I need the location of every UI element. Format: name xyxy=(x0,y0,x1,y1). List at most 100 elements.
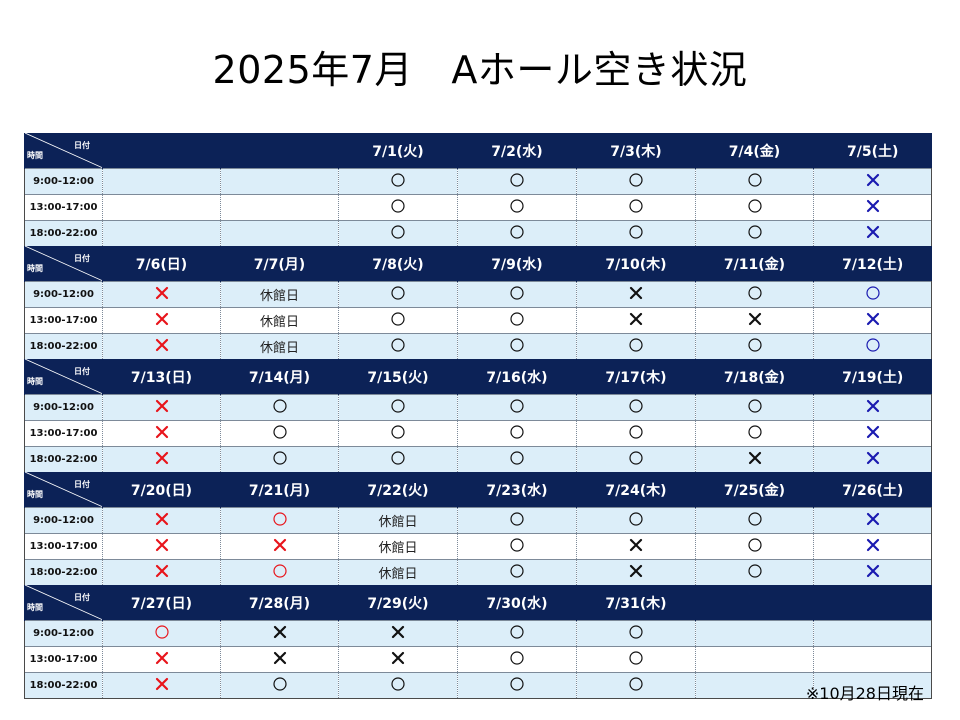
availability-cell: 休館日 xyxy=(338,559,458,585)
availability-cell xyxy=(695,420,814,447)
availability-cell xyxy=(102,220,221,246)
availability-cell xyxy=(102,646,221,673)
availability-cell xyxy=(102,168,221,195)
availability-cell xyxy=(813,333,932,359)
week-header-row: 日付 時間 7/1(火) 7/2(水) 7/3(木) 7/4(金) 7/5(土) xyxy=(24,133,932,169)
unavailable-red-cross-icon xyxy=(155,677,168,690)
unavailable-red-cross-icon xyxy=(155,512,168,525)
unavailable-blue-cross-icon xyxy=(866,564,879,577)
date-header-cell: 7/30(水) xyxy=(457,585,577,621)
date-axis-label: 日付 xyxy=(74,593,90,602)
availability-cell xyxy=(695,507,814,534)
availability-cell xyxy=(457,646,577,673)
availability-cell xyxy=(220,446,339,472)
availability-cell xyxy=(695,194,814,221)
availability-cell xyxy=(813,194,932,221)
availability-cell xyxy=(338,168,458,195)
available-circle-icon xyxy=(510,311,524,326)
available-circle-icon xyxy=(391,285,405,300)
as-of-note: ※10月28日現在 xyxy=(805,684,924,703)
unavailable-black-cross-icon xyxy=(391,625,405,638)
corner-header-cell: 日付 時間 xyxy=(24,246,103,282)
date-axis-label: 日付 xyxy=(74,367,90,376)
date-header-cell: 7/1(火) xyxy=(338,133,458,169)
timeslot-label: 13:00-17:00 xyxy=(24,646,103,673)
available-circle-icon xyxy=(272,450,287,465)
unavailable-blue-cross-icon xyxy=(866,425,879,438)
availability-cell xyxy=(813,646,932,673)
date-header-cell: 7/9(水) xyxy=(457,246,577,282)
date-header-cell: 7/3(木) xyxy=(576,133,696,169)
availability-cell xyxy=(813,307,932,334)
available-circle-icon xyxy=(391,337,405,352)
availability-cell xyxy=(220,620,339,647)
availability-cell xyxy=(813,394,932,421)
available-circle-icon xyxy=(510,424,524,439)
availability-cell xyxy=(338,620,458,647)
availability-cell xyxy=(695,307,814,334)
date-header-cell: 7/19(土) xyxy=(813,359,932,395)
available-circle-icon xyxy=(747,511,762,526)
available-circle-icon xyxy=(391,311,405,326)
availability-cell xyxy=(457,446,577,472)
closed-day-label: 休館日 xyxy=(259,289,299,304)
date-header-cell: 7/15(火) xyxy=(338,359,458,395)
corner-header-cell: 日付時間 xyxy=(24,585,103,621)
availability-cell xyxy=(576,420,696,447)
available-circle-icon xyxy=(510,337,524,352)
availability-cell xyxy=(813,533,932,560)
timeslot-row: 9:00-12:00 休館日 xyxy=(24,281,932,308)
unavailable-red-cross-icon xyxy=(155,451,168,464)
unavailable-blue-cross-icon xyxy=(866,199,879,212)
corner-header-cell: 日付 時間 xyxy=(24,472,103,508)
available-circle-icon xyxy=(629,198,643,213)
availability-cell xyxy=(102,620,221,647)
available-circle-icon xyxy=(629,337,643,352)
availability-cell xyxy=(338,446,458,472)
available-circle-icon xyxy=(629,172,643,187)
available-circle-icon xyxy=(391,450,405,465)
availability-cell xyxy=(220,420,339,447)
time-axis-label: 時間 xyxy=(27,603,43,612)
availability-cell: 休館日 xyxy=(338,533,458,560)
timeslot-row: 13:00-17:00 休館日 xyxy=(24,533,932,560)
availability-cell xyxy=(102,307,221,334)
available-circle-icon xyxy=(747,172,762,187)
time-axis-label: 時間 xyxy=(27,264,43,273)
available-circle-icon xyxy=(272,676,287,691)
availability-cell xyxy=(338,307,458,334)
unavailable-red-cross-icon xyxy=(155,399,168,412)
availability-cell xyxy=(576,307,696,334)
date-header-cell: 7/20(日) xyxy=(102,472,221,508)
availability-cell xyxy=(457,307,577,334)
date-header-cell: 7/18(金) xyxy=(695,359,814,395)
available-circle-icon xyxy=(747,398,762,413)
availability-cell: 休館日 xyxy=(338,507,458,534)
available-circle-icon xyxy=(510,676,524,691)
empty-header-cell xyxy=(220,133,339,169)
availability-cell xyxy=(457,420,577,447)
week-header-row: 日付 時間 7/6(日) 7/7(月) 7/8(火) 7/9(水) 7/10(木) 7/11(… xyxy=(24,246,932,282)
availability-cell xyxy=(338,333,458,359)
availability-cell xyxy=(338,281,458,308)
date-header-cell: 7/28(月) xyxy=(220,585,339,621)
empty-header-cell xyxy=(813,585,932,621)
timeslot-label: 18:00-22:00 xyxy=(24,333,103,359)
timeslot-row: 9:00-12:00 xyxy=(24,394,932,421)
unavailable-red-cross-icon xyxy=(155,564,168,577)
availability-cell xyxy=(695,281,814,308)
available-circle-icon xyxy=(391,398,405,413)
availability-cell xyxy=(220,559,339,585)
timeslot-row: 18:00-22:00 xyxy=(24,446,932,472)
availability-cell xyxy=(220,220,339,246)
available-circle-icon xyxy=(272,424,287,439)
week-header-row: 日付 時間 7/13(日) 7/14(月) 7/15(火) 7/16(水) 7/17(木) 7… xyxy=(24,359,932,395)
availability-cell xyxy=(338,220,458,246)
time-axis-label: 時間 xyxy=(27,151,43,160)
availability-cell xyxy=(457,620,577,647)
availability-cell xyxy=(220,672,339,699)
unavailable-red-cross-icon xyxy=(155,651,168,664)
unavailable-red-cross-icon xyxy=(155,538,168,551)
week-header-row: 日付 時間 7/27(日) 7/28(月) 7/29(火) 7/30(水) 7/31(木) xyxy=(24,585,932,621)
availability-cell xyxy=(102,559,221,585)
